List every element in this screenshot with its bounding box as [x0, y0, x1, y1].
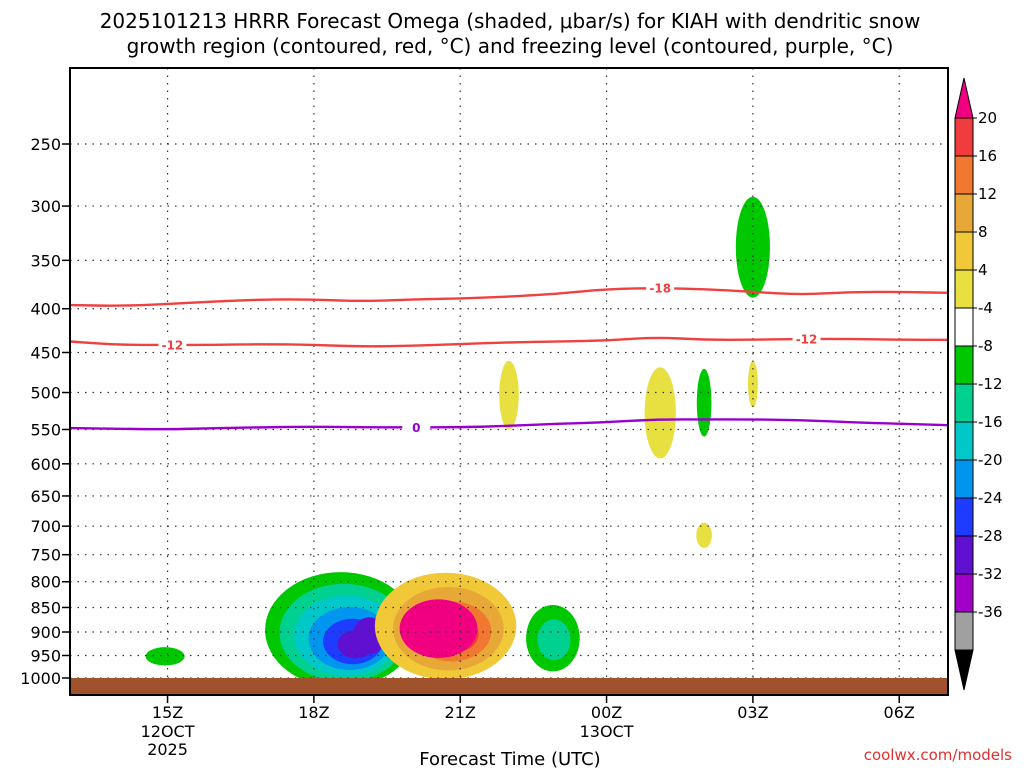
y-tick-label: 950	[30, 646, 61, 665]
chart-title-line-2: growth region (contoured, red, °C) and f…	[127, 34, 894, 58]
contour-label-bg	[158, 337, 187, 352]
colorbar-label: -28	[978, 527, 1003, 545]
contour-line	[70, 418, 948, 431]
colorbar-label: 8	[978, 223, 988, 241]
colorbar-label: -12	[978, 375, 1003, 393]
colorbar-band	[954, 497, 974, 537]
contour-label: -18	[649, 282, 671, 296]
colorbar-band	[954, 193, 974, 233]
omega-cell	[374, 572, 517, 680]
y-tick-label: 750	[30, 546, 61, 565]
colorbar-label: -32	[978, 565, 1003, 583]
omega-shading-layer	[145, 196, 770, 688]
omega-band-4	[696, 522, 712, 548]
plot-frame	[69, 67, 949, 696]
colorbar-band	[954, 231, 974, 271]
omega-band--8	[145, 647, 185, 666]
contour-label-bg	[402, 420, 431, 435]
omega-cell	[696, 368, 712, 437]
omega-cell	[265, 572, 417, 688]
omega-band-20plus	[399, 599, 478, 658]
contour-line	[70, 287, 948, 307]
y-tick-label: 400	[30, 300, 61, 319]
colorbar-band	[954, 383, 974, 423]
y-tick-label: 300	[30, 197, 61, 216]
x-tick-label: 00Z	[591, 703, 622, 722]
colorbar-label: 4	[978, 261, 988, 279]
colorbar-label: 16	[978, 147, 997, 165]
omega-cell	[526, 604, 580, 672]
colorbar-label: -24	[978, 489, 1003, 507]
y-tick-label: 350	[30, 251, 61, 270]
x-tick-label: 21Z	[445, 703, 476, 722]
x-tick-year: 2025	[147, 740, 188, 759]
colorbar-band	[954, 155, 974, 195]
contour-label: -12	[796, 332, 818, 346]
contour-label: 0	[412, 421, 420, 435]
omega-band-4	[499, 360, 519, 430]
omega-band--8	[735, 196, 770, 298]
colorbar-label: 12	[978, 185, 997, 203]
omega-cell	[145, 647, 185, 666]
y-tick-label: 550	[30, 420, 61, 439]
contour-labels: -18 -12 -12 0	[158, 281, 821, 435]
colorbar-band	[954, 421, 974, 461]
contour-label-bg	[646, 281, 675, 296]
colorbar-label: -16	[978, 413, 1003, 431]
omega-cell	[644, 367, 676, 459]
colorbar-band	[954, 345, 974, 385]
colorbar-bottom-arrow	[954, 649, 974, 691]
colorbar-label: -20	[978, 451, 1003, 469]
colorbar: 20 16 12 8 4 -4 -8 -12 -16 -20 -24 -28 -32 -36	[954, 77, 1003, 691]
y-tick-label: 800	[30, 573, 61, 592]
y-tick-label: 700	[30, 517, 61, 536]
colorbar-label: -8	[978, 337, 993, 355]
colorbar-band	[954, 573, 974, 613]
y-tick-label: 500	[30, 384, 61, 403]
x-tick-label: 03Z	[737, 703, 768, 722]
contour-label: -12	[162, 338, 184, 352]
colorbar-label: -4	[978, 299, 993, 317]
colorbar-label: 20	[978, 109, 997, 127]
x-tick-label: 06Z	[884, 703, 915, 722]
x-tick-label: 15Z	[152, 703, 183, 722]
y-tick-label: 650	[30, 487, 61, 506]
y-tick-label: 850	[30, 598, 61, 617]
omega-cell	[735, 196, 770, 298]
colorbar-band	[954, 117, 974, 157]
y-tick-label: 600	[30, 455, 61, 474]
x-axis-label: Forecast Time (UTC)	[419, 749, 600, 768]
y-tick-label: 1000	[20, 669, 61, 688]
y-tick-label: 900	[30, 623, 61, 642]
chart-title-line-1: 2025101213 HRRR Forecast Omega (shaded, …	[100, 9, 921, 33]
colorbar-band	[954, 269, 974, 309]
omega-band--12	[537, 619, 571, 661]
credit-text: coolwx.com/models	[864, 746, 1012, 764]
pressure-axis: 250 300 350 400 450 500 550 600 650 700 750 800 850 9…	[20, 135, 70, 688]
colorbar-band	[954, 611, 974, 651]
omega-band-4	[644, 367, 676, 459]
omega-cell	[499, 360, 519, 430]
y-tick-label: 250	[30, 135, 61, 154]
ground-surface	[70, 678, 948, 695]
temperature-contours	[70, 287, 948, 431]
omega-cell	[696, 522, 712, 548]
y-tick-label: 450	[30, 343, 61, 362]
colorbar-band	[954, 459, 974, 499]
x-tick-date: 13OCT	[580, 722, 634, 741]
colorbar-top-arrow	[954, 77, 974, 119]
x-tick-date: 12OCT	[141, 722, 195, 741]
contour-label-bg	[792, 331, 821, 346]
colorbar-band	[954, 535, 974, 575]
omega-band--8	[696, 368, 712, 437]
contour-line	[70, 336, 948, 348]
colorbar-band	[954, 307, 974, 347]
colorbar-label: -36	[978, 603, 1003, 621]
x-tick-label: 18Z	[298, 703, 329, 722]
